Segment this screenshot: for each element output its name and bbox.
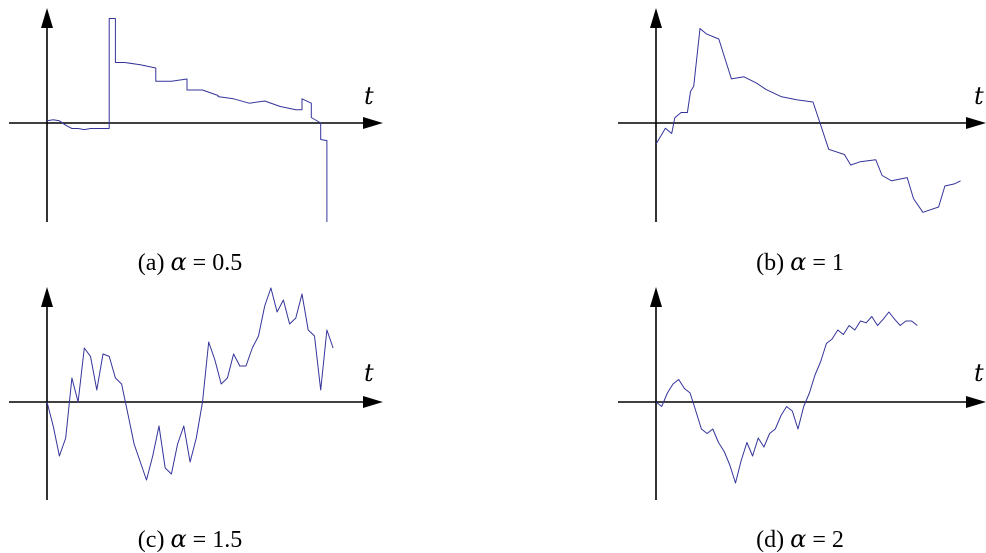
panel-b: t (b) α = 1	[618, 8, 986, 276]
x-axis-arrowhead	[966, 396, 986, 408]
series-line	[655, 28, 961, 213]
x-axis-label: t	[364, 359, 374, 387]
panel-caption: (b) α = 1	[756, 248, 844, 276]
panel-caption: (d) α = 2	[756, 525, 844, 553]
series-line	[46, 287, 334, 481]
caption-value: = 0.5	[187, 250, 243, 276]
x-axis-arrowhead	[966, 117, 986, 129]
panel-c: t (c) α = 1.5	[9, 287, 383, 553]
caption-label: (b)	[756, 250, 790, 276]
y-axis-arrowhead	[41, 8, 53, 28]
caption-alpha: α	[170, 525, 186, 553]
y-axis-arrowhead	[650, 8, 662, 28]
caption-label: (a)	[138, 250, 171, 276]
x-axis-arrowhead	[363, 117, 383, 129]
caption-alpha: α	[790, 525, 806, 553]
series-line	[655, 311, 918, 484]
x-axis-arrowhead	[363, 396, 383, 408]
caption-alpha: α	[170, 248, 186, 276]
caption-value: = 1.5	[187, 527, 243, 553]
caption-label: (c)	[138, 527, 171, 553]
caption-value: = 2	[806, 527, 844, 553]
x-axis-label: t	[974, 82, 984, 110]
panel-d: t (d) α = 2	[618, 287, 986, 553]
caption-label: (d)	[756, 527, 790, 553]
panel-caption: (c) α = 1.5	[138, 525, 242, 553]
y-axis-arrowhead	[41, 287, 53, 307]
caption-value: = 1	[806, 250, 844, 276]
panel-a: t (a) α = 0.5	[9, 8, 383, 276]
x-axis-label: t	[974, 359, 984, 387]
panel-caption: (a) α = 0.5	[138, 248, 242, 276]
caption-alpha: α	[790, 248, 806, 276]
x-axis-label: t	[364, 82, 374, 110]
y-axis-arrowhead	[650, 287, 662, 307]
series-line	[46, 18, 328, 222]
